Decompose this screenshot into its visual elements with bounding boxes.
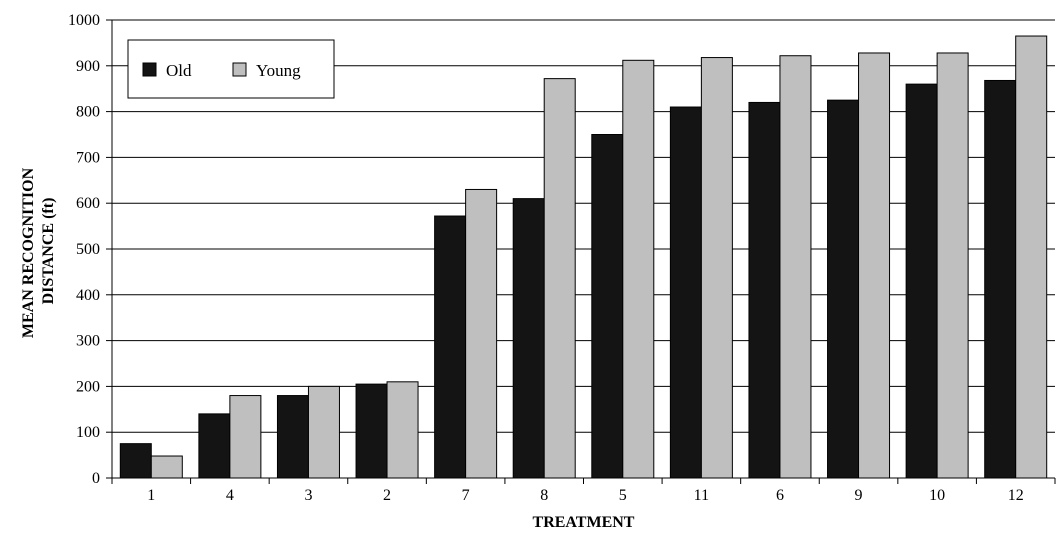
y-tick-label: 300 xyxy=(76,333,100,350)
x-axis-title: TREATMENT xyxy=(533,514,635,531)
bar-young-6 xyxy=(779,55,812,479)
x-tick-label: 9 xyxy=(855,487,863,504)
y-tick-label: 400 xyxy=(76,287,100,304)
bar-old-8 xyxy=(512,198,545,479)
y-tick-label: 600 xyxy=(76,195,100,212)
bar-young-12 xyxy=(1015,35,1048,479)
legend-swatch-old xyxy=(142,62,157,77)
bar-old-1 xyxy=(119,443,152,479)
bar-old-7 xyxy=(434,215,467,479)
bar-young-1 xyxy=(150,455,183,479)
legend-label-old: Old xyxy=(166,61,192,80)
y-tick-label: 200 xyxy=(76,378,100,395)
legend-label-young: Young xyxy=(256,61,301,80)
bar-old-6 xyxy=(748,101,781,479)
x-ticks: 1 4 3 2 7 8 5 11 6 9 10 12 xyxy=(111,478,1056,504)
y-ticks: 0 100 200 300 400 500 600 700 800 900 1000 xyxy=(68,12,112,487)
x-tick-label: 10 xyxy=(929,487,945,504)
x-tick-label: 12 xyxy=(1008,487,1024,504)
y-tick-label: 900 xyxy=(76,58,100,75)
x-tick-label: 7 xyxy=(462,487,470,504)
bar-young-7 xyxy=(465,188,498,479)
bar-young-11 xyxy=(700,57,733,479)
bar-old-12 xyxy=(984,79,1017,479)
bar-young-3 xyxy=(307,385,340,479)
y-tick-label: 700 xyxy=(76,149,100,166)
bar-young-10 xyxy=(936,52,969,479)
legend-box xyxy=(127,39,335,99)
bar-old-3 xyxy=(276,395,309,479)
bar-old-10 xyxy=(905,83,938,479)
bar-old-2 xyxy=(355,383,388,479)
y-axis-title: MEAN RECOGNITION DISTANCE (ft) xyxy=(20,164,57,338)
y-tick-label: 1000 xyxy=(68,12,100,29)
x-tick-label: 6 xyxy=(776,487,784,504)
y-tick-label: 800 xyxy=(76,104,100,121)
gridlines xyxy=(112,19,1055,433)
bar-old-4 xyxy=(198,413,231,479)
x-tick-label: 1 xyxy=(147,487,155,504)
bar-old-11 xyxy=(669,106,702,479)
x-tick-label: 5 xyxy=(619,487,627,504)
x-tick-label: 4 xyxy=(226,487,234,504)
y-tick-label: 0 xyxy=(92,470,100,487)
bar-young-5 xyxy=(622,59,655,479)
y-axis-title-line-1: MEAN RECOGNITION xyxy=(20,167,37,338)
bar-young-2 xyxy=(386,381,419,479)
legend-swatch-young xyxy=(232,62,247,77)
legend: Old Young xyxy=(127,39,335,99)
y-tick-label: 100 xyxy=(76,424,100,441)
x-tick-label: 8 xyxy=(540,487,548,504)
y-axis-title-line-2: DISTANCE (ft) xyxy=(40,198,57,305)
bar-young-9 xyxy=(858,52,891,479)
x-tick-label: 11 xyxy=(694,487,709,504)
bar-young-4 xyxy=(229,395,262,479)
y-tick-label: 500 xyxy=(76,241,100,258)
bar-young-8 xyxy=(543,78,576,479)
x-tick-label: 2 xyxy=(383,487,391,504)
x-tick-label: 3 xyxy=(304,487,312,504)
bars xyxy=(119,35,1048,479)
bar-old-9 xyxy=(827,99,860,479)
bar-old-5 xyxy=(591,134,624,479)
